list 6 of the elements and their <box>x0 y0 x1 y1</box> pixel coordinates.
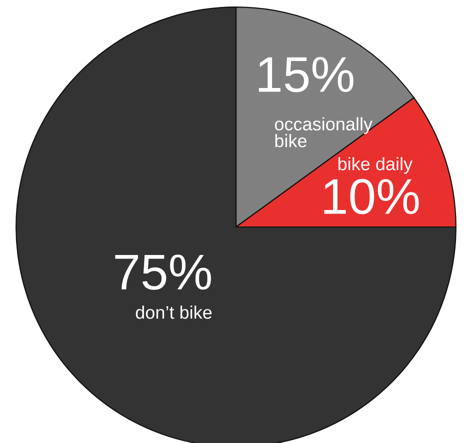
slice-label: don’t bike <box>136 306 212 319</box>
slice-label: occasionally bike <box>274 117 372 148</box>
data-label: 75% <box>115 254 211 290</box>
data-label: 10% <box>324 178 419 214</box>
data-label: 15% <box>258 57 354 92</box>
slice-label: bike daily <box>338 157 413 174</box>
